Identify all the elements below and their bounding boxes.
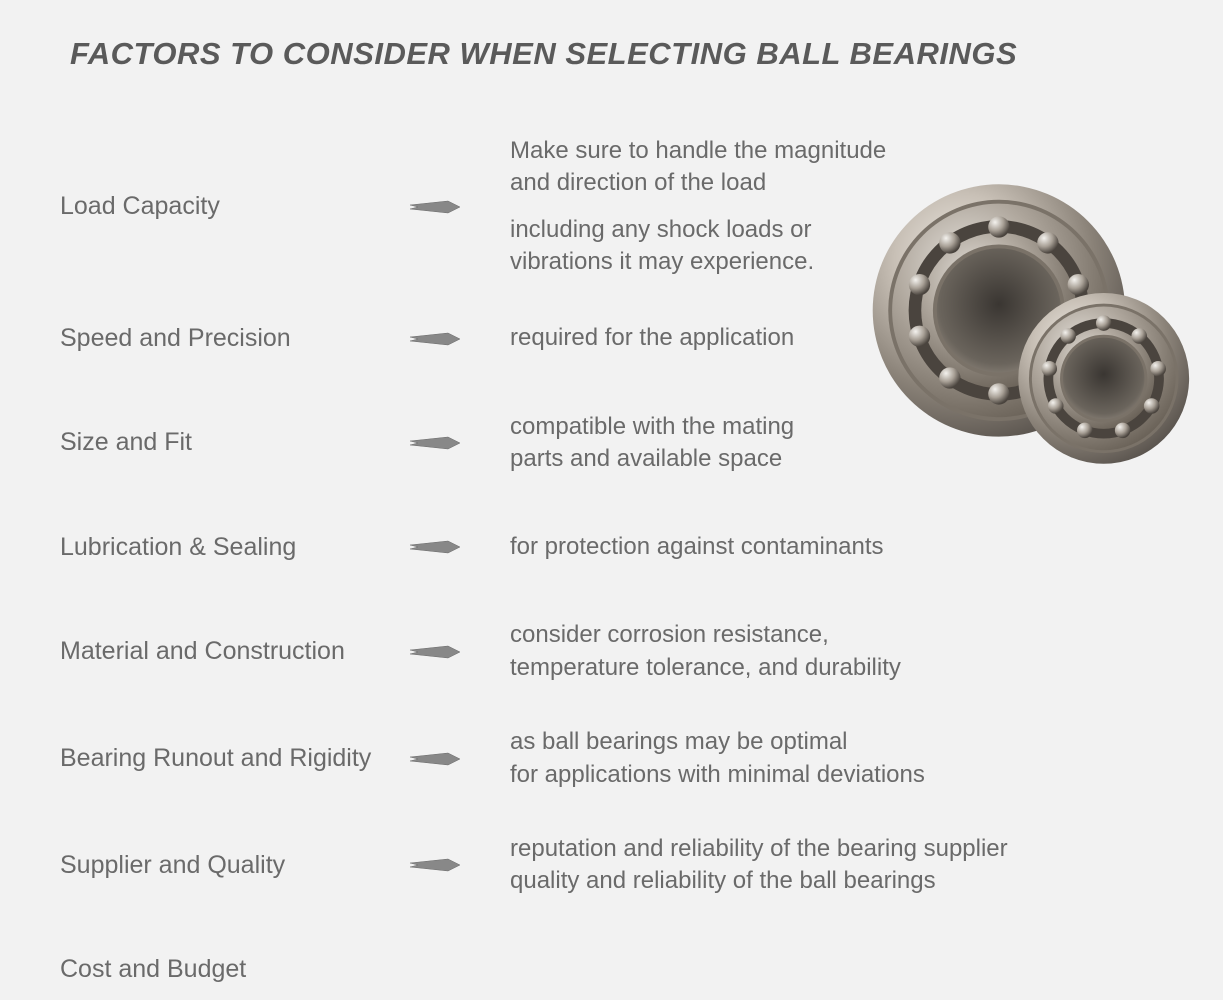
factor-row: Lubrication & Sealing for protection agai…: [60, 517, 1160, 577]
page-title: FACTORS TO CONSIDER WHEN SELECTING BALL …: [70, 36, 1017, 72]
description-line: quality and reliability of the ball bear…: [510, 865, 1160, 897]
arrow-icon: [400, 539, 470, 555]
description-line: for applications with minimal deviations: [510, 759, 1160, 791]
factor-row: Material and Construction consider corros…: [60, 619, 1160, 684]
factor-row: Supplier and Quality reputation and relia…: [60, 833, 1160, 898]
factor-label: Size and Fit: [60, 428, 400, 457]
factor-label: Cost and Budget: [60, 955, 400, 984]
arrow-icon: [400, 857, 470, 873]
description-line: consider corrosion resistance,: [510, 619, 1160, 651]
description-line: for protection against contaminants: [510, 531, 1160, 563]
factor-description: for protection against contaminants: [470, 531, 1160, 563]
description-line: reputation and reliability of the bearin…: [510, 833, 1160, 865]
description-line: as ball bearings may be optimal: [510, 726, 1160, 758]
arrow-icon: [400, 199, 470, 215]
factor-description: reputation and reliability of the bearin…: [470, 833, 1160, 898]
bearing-illustration: [863, 160, 1193, 490]
factor-description: consider corrosion resistance,temperatur…: [470, 619, 1160, 684]
factor-label: Material and Construction: [60, 637, 400, 666]
factor-label: Supplier and Quality: [60, 851, 400, 880]
arrow-icon: [400, 644, 470, 660]
factor-row: Bearing Runout and Rigidity as ball beari…: [60, 726, 1160, 791]
arrow-icon: [400, 751, 470, 767]
description-line: temperature tolerance, and durability: [510, 652, 1160, 684]
factor-label: Lubrication & Sealing: [60, 533, 400, 562]
arrow-icon: [400, 435, 470, 451]
small-bearing: [1018, 293, 1189, 464]
factor-description: as ball bearings may be optimalfor appli…: [470, 726, 1160, 791]
factor-label: Speed and Precision: [60, 324, 400, 353]
factor-label: Bearing Runout and Rigidity: [60, 744, 400, 773]
factor-label: Load Capacity: [60, 192, 400, 221]
factor-row: Cost and Budget: [60, 940, 1160, 1000]
arrow-icon: [400, 331, 470, 347]
